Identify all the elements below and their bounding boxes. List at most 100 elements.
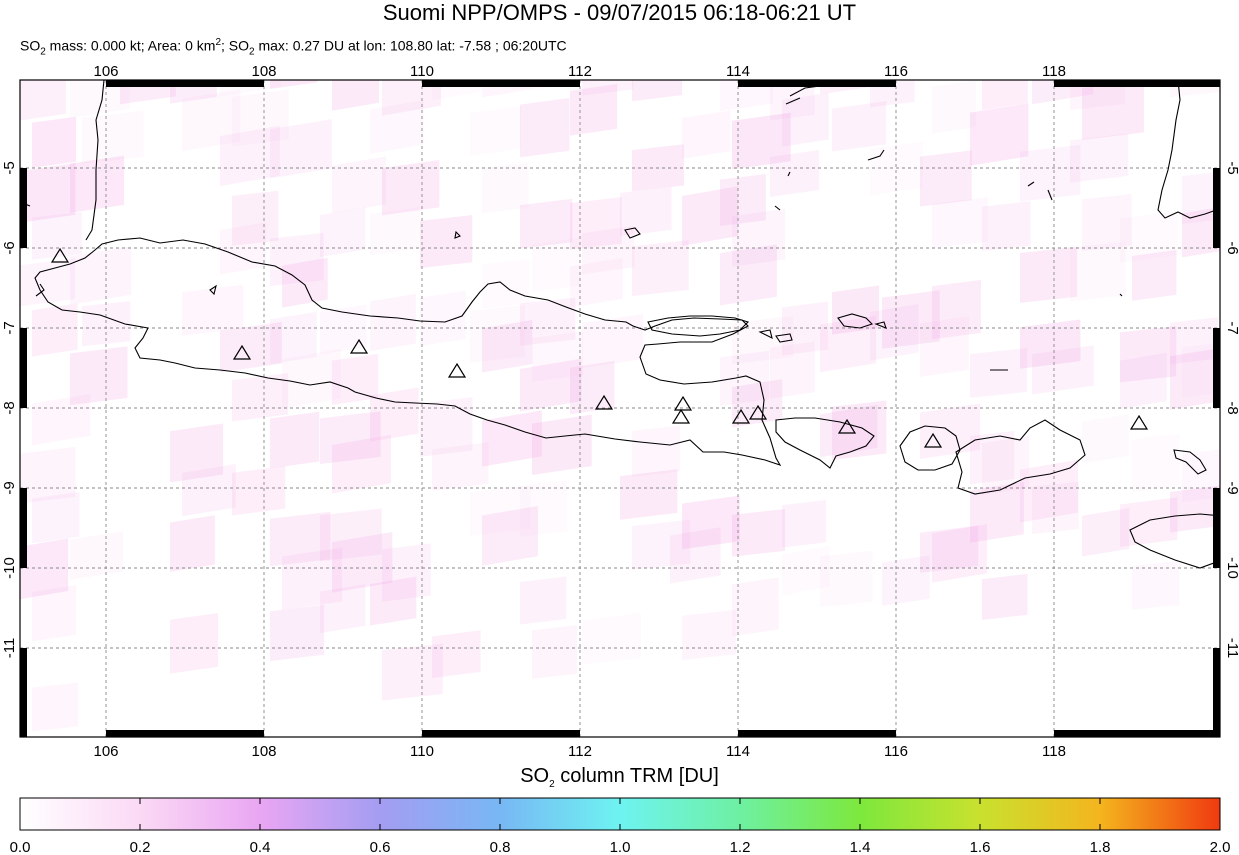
so2-pixel <box>382 80 441 116</box>
so2-pixel <box>332 434 391 494</box>
so2-pixel <box>470 60 531 70</box>
volcano-triangle-icon <box>731 408 751 424</box>
colorbar-tick-label: 1.4 <box>850 839 871 855</box>
so2-pixel <box>270 119 332 179</box>
frame-bar-right <box>1213 168 1220 248</box>
so2-pixel <box>520 480 568 537</box>
so2-pixel <box>582 613 641 665</box>
so2-pixel <box>720 350 770 407</box>
so2-pixel <box>670 527 721 584</box>
so2-pixel <box>832 285 880 335</box>
so2-pixel <box>920 316 969 377</box>
colorbar-tick-label: 0.0 <box>10 839 31 855</box>
so2-pixel <box>520 60 575 62</box>
so2-pixel <box>532 237 581 292</box>
so2-pixel <box>332 532 393 593</box>
so2-pixel <box>770 149 820 198</box>
so2-pixel <box>20 163 76 223</box>
lat-labels-right: -5 -6 -7 -8 -9 -10 -11 <box>1224 161 1239 658</box>
so2-pixel <box>1082 414 1129 464</box>
so2-pixel <box>632 240 689 297</box>
map-frame <box>19 79 1221 738</box>
so2-pixel <box>120 80 176 105</box>
so2-pixel <box>1132 560 1180 610</box>
so2-pixel <box>732 112 791 170</box>
so2-pixel <box>170 612 219 674</box>
so2-pixel <box>332 80 380 111</box>
plot-subtitle: SO2 mass: 0.000 kt; Area: 0 km2; SO2 max… <box>20 34 567 61</box>
so2-pixel <box>70 346 128 406</box>
so2-pixel <box>832 400 887 460</box>
so2-pixel <box>182 284 244 336</box>
colorbar-tick-label: 0.2 <box>130 839 151 855</box>
so2-pixel <box>232 373 289 422</box>
so2-pixel <box>720 173 766 226</box>
frame-bar-bottom <box>738 730 896 737</box>
lon-label-bottom: 112 <box>568 743 592 760</box>
frame-bar-right <box>1213 648 1220 737</box>
map-frame-bars <box>20 80 1220 737</box>
lat-label-left: -7 <box>1 321 18 334</box>
so2-pixel <box>382 543 431 602</box>
so2-pixel <box>1182 340 1220 399</box>
colorbar-tick-label: 1.8 <box>1090 839 1111 855</box>
so2-pixel <box>1170 348 1219 410</box>
lon-label-top: 118 <box>1042 63 1066 80</box>
so2-pixel <box>932 279 981 340</box>
lon-label-bottom: 118 <box>1042 743 1066 760</box>
so2-pixel <box>932 524 987 583</box>
lat-label-left: -5 <box>1 161 18 174</box>
volcano-triangle-icon <box>447 362 467 378</box>
so2-pixel <box>320 411 381 465</box>
so2-pixel <box>1170 80 1220 98</box>
subtitle-max-prefix: ; SO <box>221 37 250 54</box>
lon-label-bottom: 108 <box>251 743 276 760</box>
so2-pixel <box>370 100 424 154</box>
so2-pixel <box>432 442 489 491</box>
so2-pixel <box>982 80 1028 111</box>
volcano-triangle-icon <box>50 247 70 263</box>
frame-bar-bottom <box>106 730 264 737</box>
so2-pixel <box>1032 481 1079 535</box>
lon-label-top: 114 <box>726 63 750 80</box>
so2-pixel <box>482 319 533 373</box>
colorbar-tick-label: 1.0 <box>610 839 631 855</box>
lon-label-bottom: 114 <box>726 743 750 760</box>
lat-label-left: -8 <box>1 401 18 414</box>
so2-pixel <box>570 257 623 308</box>
so2-pixel <box>770 341 815 399</box>
so2-pixel <box>1082 80 1144 141</box>
java-coastline <box>34 237 782 466</box>
so2-pixel <box>32 491 80 544</box>
lon-label-top: 116 <box>884 63 908 80</box>
page-title: Suomi NPP/OMPS - 09/07/2015 06:18-06:21 … <box>382 0 857 25</box>
so2-pixel <box>532 331 584 382</box>
so2-pixel <box>832 101 887 152</box>
so2-pixel <box>82 301 131 347</box>
so2-pixel <box>220 125 280 187</box>
colorbar-ticks <box>19 798 1221 830</box>
frame-bar-left <box>20 328 27 408</box>
so2-pixel <box>170 515 215 572</box>
so2-pixel <box>1182 204 1220 258</box>
so2-pixel <box>1082 508 1130 557</box>
so2-pixel <box>1120 497 1178 547</box>
so2-pixel <box>370 576 417 626</box>
so2-pixel <box>520 98 570 158</box>
frame-bar-left <box>20 488 27 568</box>
colorbar-title-sub: 2 <box>549 779 555 790</box>
colorbar-tick-label: 1.6 <box>970 839 991 855</box>
so2-pixel <box>1070 133 1129 183</box>
so2-pixel <box>470 484 531 536</box>
sumbawa-coastline <box>955 419 1086 495</box>
colorbar: 0.0 0.2 0.4 0.6 0.8 1.0 1.2 1.4 1.6 1.8 2.0 <box>10 797 1230 855</box>
frame-bar-top <box>1054 80 1220 87</box>
so2-pixel <box>432 630 481 678</box>
so2-pixel <box>482 259 530 309</box>
so2-pixel <box>270 604 325 662</box>
map-figure: 106 108 110 112 114 116 118 106 108 110 112 114 116… <box>1 60 1239 760</box>
so2-pixel <box>70 155 124 213</box>
so2-pixel <box>520 576 567 625</box>
so2-pixel <box>20 258 76 307</box>
so2-pixel <box>982 201 1031 251</box>
